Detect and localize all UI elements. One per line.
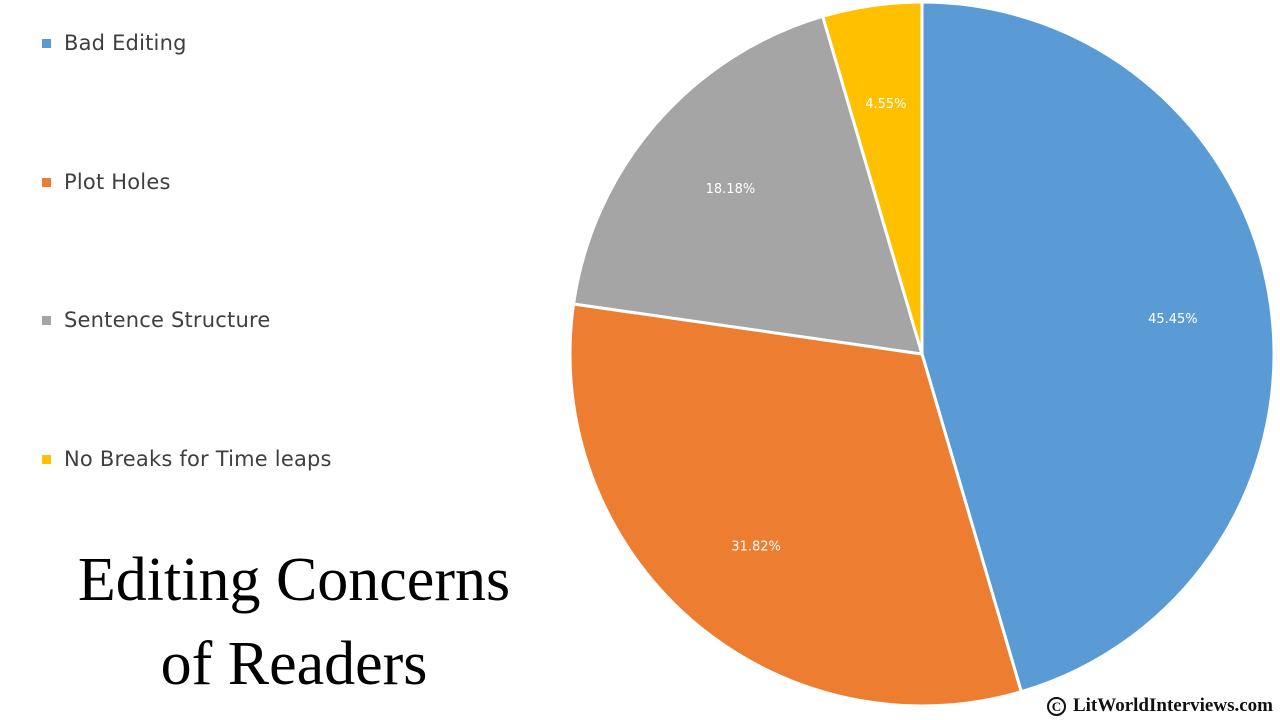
data-label-bad-editing: 45.45% <box>1148 312 1198 327</box>
pie-slices <box>568 0 1276 708</box>
legend-item-bad-editing: Bad Editing <box>42 26 187 60</box>
pie-slice-sentence-structure <box>571 14 925 356</box>
legend-label-no-breaks-time-leaps: No Breaks for Time leaps <box>64 447 332 471</box>
legend-swatch-no-breaks-time-leaps <box>42 454 51 464</box>
legend-swatch-bad-editing <box>42 38 51 48</box>
chart-title-line-2: of Readers <box>160 630 428 698</box>
pie-slice-no-breaks-for-time-leaps <box>820 0 924 355</box>
data-label-sentence-structure: 18.18% <box>706 182 756 197</box>
legend-swatch-plot-holes <box>42 177 51 187</box>
data-label-plot-holes: 31.82% <box>731 540 781 555</box>
legend-item-no-breaks-time-leaps: No Breaks for Time leaps <box>42 442 332 476</box>
legend-item-sentence-structure: Sentence Structure <box>42 303 270 337</box>
copyright-text: LitWorldInterviews.com <box>1072 695 1273 716</box>
data-label-no-breaks-for-time-leaps: 4.55% <box>865 97 906 112</box>
legend-swatch-sentence-structure <box>42 315 51 325</box>
copyright-watermark: C LitWorldInterviews.com <box>1046 695 1273 717</box>
legend-label-bad-editing: Bad Editing <box>64 31 187 55</box>
chart-title-line-1: Editing Concerns <box>77 546 511 614</box>
legend-label-plot-holes: Plot Holes <box>64 170 171 194</box>
pie-data-labels: 45.45% 31.82% 18.18% 4.55% <box>706 97 1198 554</box>
pie-slice-plot-holes <box>568 302 1024 708</box>
chart-title: Editing Concerns of Readers <box>18 538 570 706</box>
pie-slice-bad-editing <box>920 0 1276 694</box>
copyright-icon: C <box>1046 696 1066 716</box>
legend-item-plot-holes: Plot Holes <box>42 165 171 199</box>
legend-label-sentence-structure: Sentence Structure <box>64 308 271 332</box>
